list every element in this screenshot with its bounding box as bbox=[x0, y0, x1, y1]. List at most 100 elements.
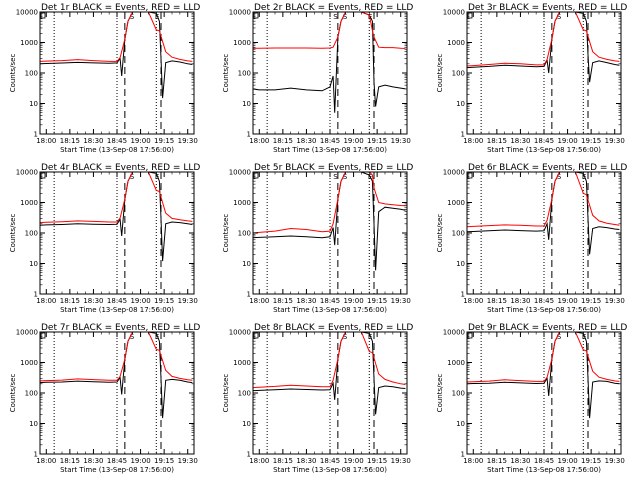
range-bracket bbox=[40, 172, 46, 179]
x-tick-label: 19:30 bbox=[178, 137, 198, 145]
range-marker-label: E bbox=[582, 13, 586, 21]
y-tick-label: 10 bbox=[456, 100, 465, 108]
x-tick-label: 19:30 bbox=[391, 297, 411, 305]
events-series-line bbox=[253, 172, 406, 271]
y-tick-label: 1000 bbox=[233, 199, 251, 207]
y-tick-label: 1000 bbox=[20, 199, 38, 207]
y-tick-label: 10 bbox=[242, 420, 251, 428]
y-tick-label: 10000 bbox=[16, 9, 38, 17]
x-tick-label: 19:15 bbox=[581, 457, 601, 465]
y-axis-label: Counts/sec bbox=[436, 374, 444, 413]
x-tick-label: 18:45 bbox=[534, 137, 554, 145]
y-tick-label: 100 bbox=[452, 230, 465, 238]
range-marker-label: S bbox=[343, 13, 348, 21]
y-tick-label: 100 bbox=[25, 390, 38, 398]
y-tick-label: 10000 bbox=[443, 9, 465, 17]
lld-series-line bbox=[253, 12, 406, 49]
x-tick-label: 19:15 bbox=[367, 137, 387, 145]
x-tick-label: 19:00 bbox=[130, 457, 150, 465]
range-marker-label: S bbox=[333, 13, 338, 21]
x-tick-label: 19:00 bbox=[130, 137, 150, 145]
y-axis-label: Counts/sec bbox=[222, 54, 230, 93]
x-tick-label: 18:45 bbox=[107, 297, 127, 305]
events-series-line bbox=[253, 332, 406, 415]
lld-series-line bbox=[40, 172, 193, 224]
x-tick-label: 18:15 bbox=[487, 297, 507, 305]
range-marker-label: S bbox=[557, 173, 562, 181]
x-tick-label: 19:15 bbox=[367, 297, 387, 305]
x-tick-label: 18:00 bbox=[36, 297, 56, 305]
x-tick-label: 18:15 bbox=[60, 297, 80, 305]
y-tick-label: 10000 bbox=[443, 169, 465, 177]
y-tick-label: 10 bbox=[29, 420, 38, 428]
x-tick-label: 19:00 bbox=[343, 457, 363, 465]
y-axis-label: Counts/sec bbox=[222, 374, 230, 413]
y-tick-label: 100 bbox=[238, 230, 251, 238]
x-tick-label: 18:15 bbox=[487, 457, 507, 465]
x-axis-label: Start Time (13-Sep-08 17:56:00) bbox=[60, 306, 174, 314]
panel-title: Det 5r BLACK = Events, RED = LLD bbox=[254, 163, 413, 173]
x-tick-label: 19:15 bbox=[154, 297, 174, 305]
y-tick-label: 100 bbox=[25, 230, 38, 238]
panel-title: Det 7r BLACK = Events, RED = LLD bbox=[41, 323, 200, 333]
lld-series-line bbox=[40, 12, 193, 62]
x-tick-label: 19:15 bbox=[154, 457, 174, 465]
y-tick-label: 1 bbox=[461, 131, 465, 139]
y-axis-label: Counts/sec bbox=[222, 214, 230, 253]
y-tick-label: 10000 bbox=[16, 169, 38, 177]
y-tick-label: 10 bbox=[242, 260, 251, 268]
x-tick-label: 19:30 bbox=[391, 137, 411, 145]
range-bracket bbox=[467, 332, 473, 339]
x-tick-label: 18:00 bbox=[249, 297, 269, 305]
x-tick-label: 18:00 bbox=[249, 137, 269, 145]
range-marker-label: S bbox=[130, 173, 135, 181]
x-tick-label: 18:30 bbox=[510, 297, 530, 305]
x-tick-label: 18:30 bbox=[83, 457, 103, 465]
y-tick-label: 100 bbox=[238, 70, 251, 78]
x-tick-label: 18:30 bbox=[83, 137, 103, 145]
y-tick-label: 1 bbox=[34, 131, 38, 139]
x-tick-label: 19:00 bbox=[343, 137, 363, 145]
x-axis-label: Start Time (13-Sep-08 17:56:00) bbox=[60, 466, 174, 474]
x-tick-label: 18:00 bbox=[36, 137, 56, 145]
x-tick-label: 19:15 bbox=[581, 137, 601, 145]
y-tick-label: 1000 bbox=[20, 39, 38, 47]
y-tick-label: 10 bbox=[242, 100, 251, 108]
x-tick-label: 18:00 bbox=[249, 457, 269, 465]
lld-series-line bbox=[467, 172, 620, 228]
range-bracket bbox=[40, 332, 46, 339]
x-axis-label: Start Time (13-Sep-08 17:56:00) bbox=[487, 306, 601, 314]
range-marker-label: S bbox=[130, 13, 135, 21]
panel-title: Det 3r BLACK = Events, RED = LLD bbox=[468, 3, 627, 13]
lld-series-line bbox=[253, 172, 406, 234]
x-tick-label: 18:45 bbox=[107, 457, 127, 465]
x-tick-label: 19:30 bbox=[605, 457, 625, 465]
y-tick-label: 1 bbox=[461, 451, 465, 459]
y-tick-label: 10000 bbox=[229, 329, 251, 337]
x-tick-label: 18:45 bbox=[320, 137, 340, 145]
y-tick-label: 10 bbox=[456, 420, 465, 428]
x-tick-label: 18:15 bbox=[273, 297, 293, 305]
range-marker-label: E bbox=[155, 173, 159, 181]
x-tick-label: 18:45 bbox=[534, 297, 554, 305]
range-marker-label: E bbox=[582, 333, 586, 341]
y-tick-label: 10 bbox=[29, 260, 38, 268]
y-tick-label: 1000 bbox=[447, 39, 465, 47]
range-bracket bbox=[467, 172, 473, 179]
panel-title: Det 2r BLACK = Events, RED = LLD bbox=[254, 3, 413, 13]
range-bracket bbox=[253, 172, 259, 179]
events-series-line bbox=[253, 12, 406, 113]
events-series-line bbox=[40, 12, 193, 99]
range-marker-label: S bbox=[333, 173, 338, 181]
lld-series-line bbox=[467, 12, 620, 67]
y-axis-label: Counts/sec bbox=[436, 214, 444, 253]
y-tick-label: 10000 bbox=[229, 9, 251, 17]
x-tick-label: 18:45 bbox=[320, 297, 340, 305]
events-series-line bbox=[40, 172, 193, 262]
panel-title: Det 9r BLACK = Events, RED = LLD bbox=[468, 323, 627, 333]
